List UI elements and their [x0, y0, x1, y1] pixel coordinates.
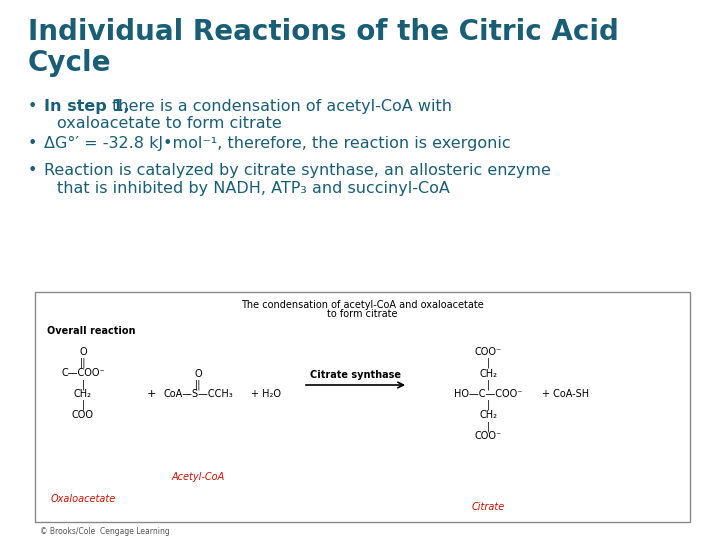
Text: Cycle: Cycle — [28, 49, 112, 77]
Text: + H₂O: + H₂O — [251, 389, 281, 399]
Text: |: | — [487, 380, 490, 390]
Text: •: • — [28, 99, 37, 114]
Text: there is a condensation of acetyl-CoA with: there is a condensation of acetyl-CoA wi… — [107, 99, 452, 114]
Text: The condensation of acetyl-CoA and oxaloacetate: The condensation of acetyl-CoA and oxalo… — [241, 300, 484, 310]
Text: Citrate: Citrate — [472, 502, 505, 512]
Text: CH₂: CH₂ — [74, 389, 92, 399]
Text: ΔG°′ = -32.8 kJ•mol⁻¹, therefore, the reaction is exergonic: ΔG°′ = -32.8 kJ•mol⁻¹, therefore, the re… — [44, 136, 510, 151]
Text: HO—C—COO⁻: HO—C—COO⁻ — [454, 389, 522, 399]
Text: Citrate synthase: Citrate synthase — [310, 370, 401, 380]
Text: COO: COO — [72, 410, 94, 420]
Text: In step 1,: In step 1, — [44, 99, 130, 114]
Text: |: | — [487, 421, 490, 431]
Text: COO⁻: COO⁻ — [474, 431, 502, 441]
Text: ||: || — [194, 379, 202, 389]
Text: that is inhibited by NADH, ATP₃ and succinyl-CoA: that is inhibited by NADH, ATP₃ and succ… — [57, 181, 450, 195]
Text: |: | — [81, 400, 85, 410]
Text: |: | — [81, 379, 85, 389]
Text: O: O — [194, 369, 202, 379]
Text: Acetyl-CoA: Acetyl-CoA — [171, 472, 225, 482]
Text: ||: || — [80, 357, 86, 368]
Text: Reaction is catalyzed by citrate synthase, an allosteric enzyme: Reaction is catalyzed by citrate synthas… — [44, 164, 551, 178]
Text: •: • — [28, 136, 37, 151]
Bar — [35, 292, 690, 522]
Text: CoA—S—CCH₃: CoA—S—CCH₃ — [163, 389, 233, 399]
Text: + CoA-SH: + CoA-SH — [542, 389, 590, 399]
Text: •: • — [28, 164, 37, 178]
Text: oxaloacetate to form citrate: oxaloacetate to form citrate — [57, 116, 282, 131]
Text: COO⁻: COO⁻ — [474, 347, 502, 357]
Text: Oxaloacetate: Oxaloacetate — [50, 494, 116, 504]
Text: Individual Reactions of the Citric Acid: Individual Reactions of the Citric Acid — [28, 18, 619, 46]
Text: CH₂: CH₂ — [479, 369, 497, 379]
Text: C—COO⁻: C—COO⁻ — [61, 368, 105, 378]
Text: © Brooks/Cole  Cengage Learning: © Brooks/Cole Cengage Learning — [40, 527, 170, 536]
Text: O: O — [79, 347, 87, 357]
Text: Overall reaction: Overall reaction — [47, 326, 135, 336]
Text: |: | — [487, 358, 490, 368]
Text: |: | — [487, 400, 490, 410]
Text: to form citrate: to form citrate — [328, 309, 397, 319]
Text: CH₂: CH₂ — [479, 410, 497, 420]
Text: +: + — [146, 389, 156, 399]
